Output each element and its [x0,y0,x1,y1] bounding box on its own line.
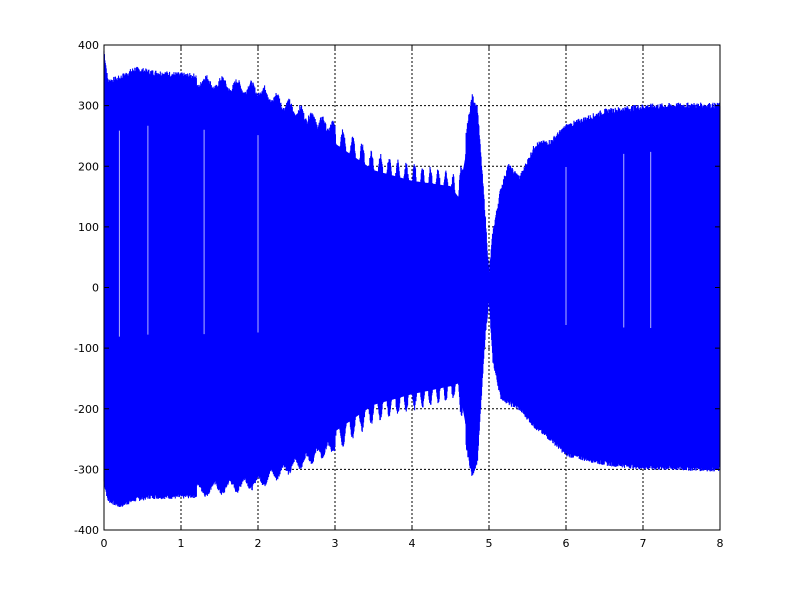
y-tick-label: -300 [74,463,99,476]
x-tick-label: 6 [563,537,570,550]
x-tick-label: 5 [486,537,493,550]
y-tick-label: -100 [74,342,99,355]
x-tick-label: 4 [409,537,416,550]
y-tick-label: -200 [74,403,99,416]
y-tick-label: -400 [74,524,99,537]
tick-marks [103,44,721,531]
x-tick-label: 7 [640,537,647,550]
y-tick-label: 400 [78,39,99,52]
y-tick-label: 200 [78,160,99,173]
y-tick-labels: -400 -300 -200 -100 0 100 200 300 400 [74,39,99,537]
x-tick-label: 8 [717,537,724,550]
x-tick-label: 1 [178,537,185,550]
y-tick-label: 300 [78,100,99,113]
y-tick-label: 0 [92,282,99,295]
x-tick-labels: 0 1 2 3 4 5 6 7 8 [101,537,724,550]
x-tick-label: 2 [255,537,262,550]
x-tick-label: 0 [101,537,108,550]
x-tick-label: 3 [332,537,339,550]
y-tick-label: 100 [78,221,99,234]
